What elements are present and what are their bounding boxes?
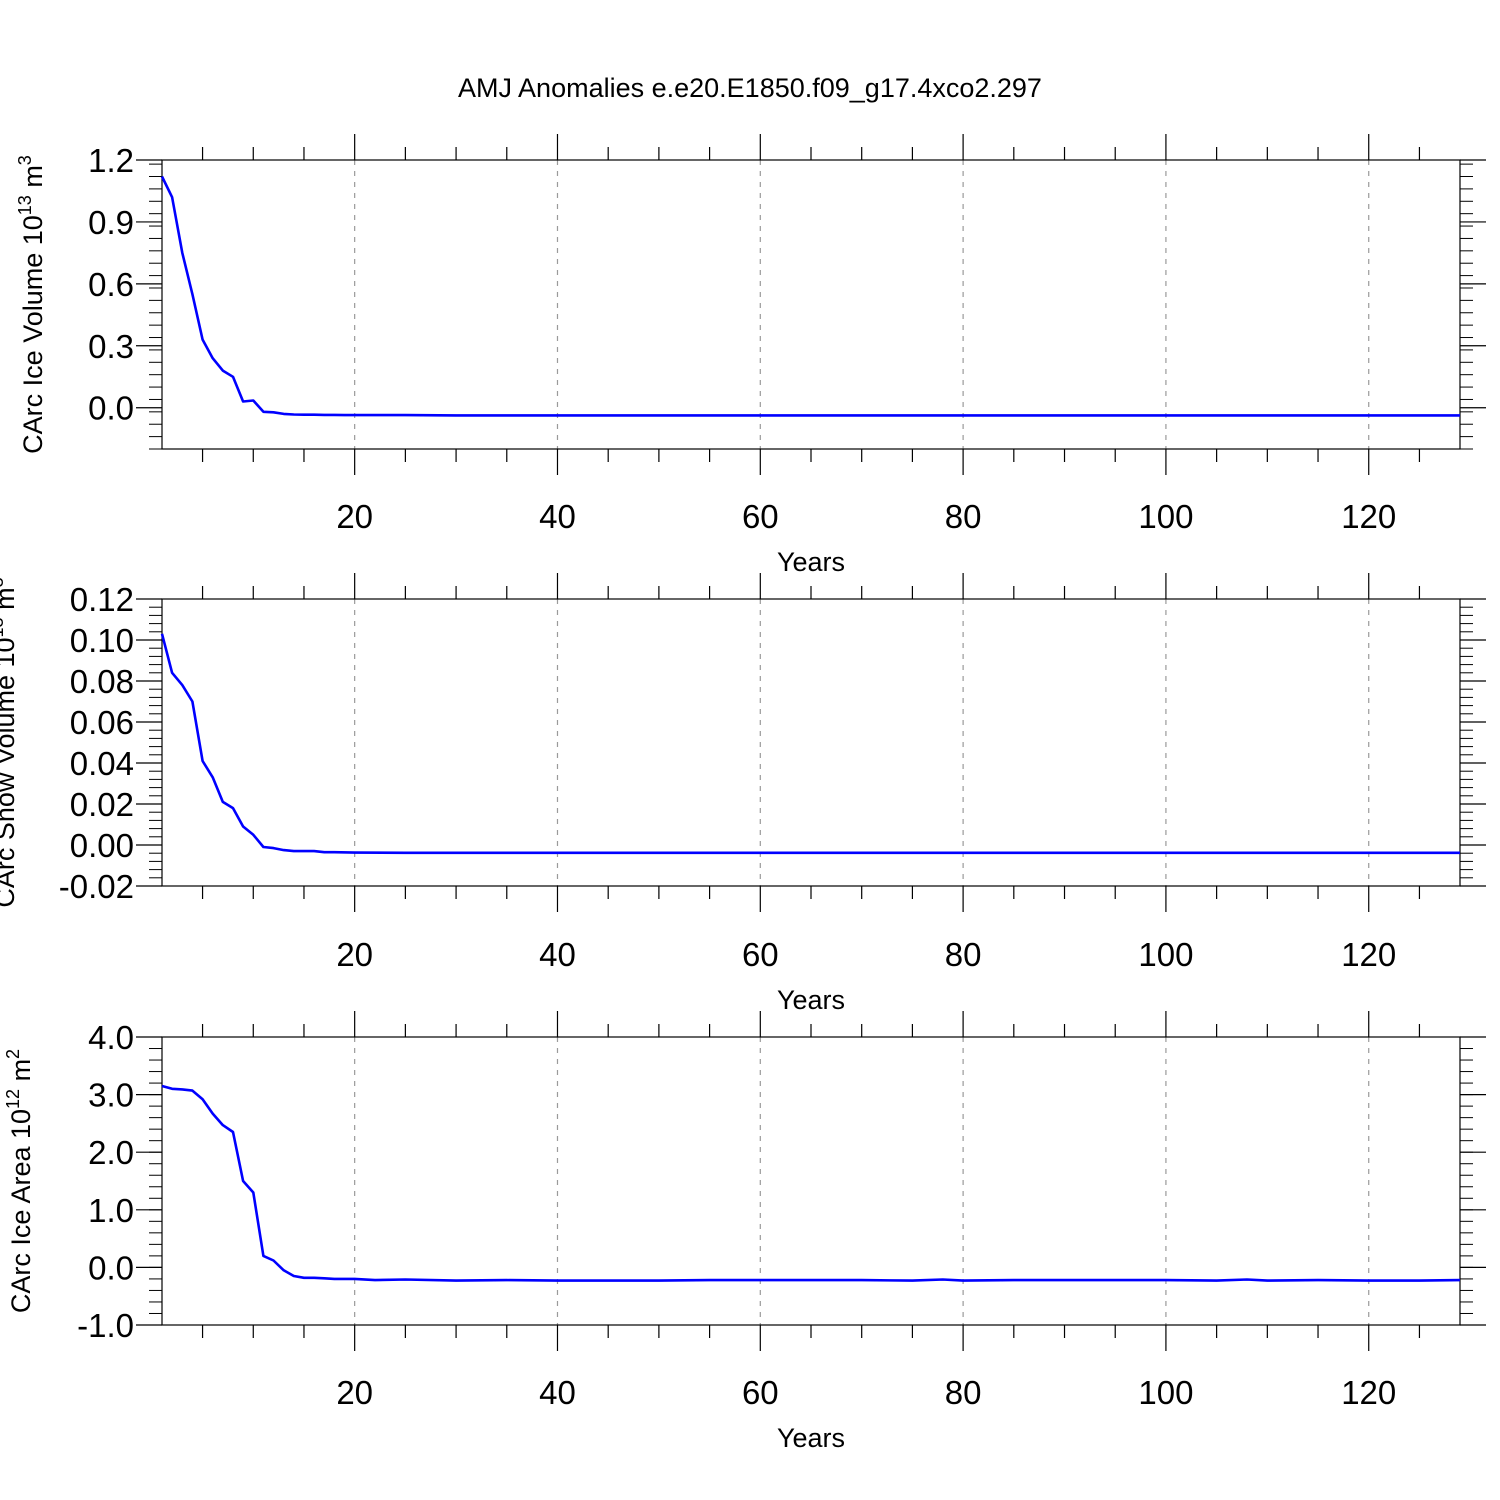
x-tick-label: 60	[742, 498, 779, 535]
chart-panel-1: 0.0 0.3 0.6 0.9 1.2 20 40 60 80 100 120 Years CArc I…	[15, 134, 1486, 577]
chart-panel-2: -0.02 0.00 0.02 0.04 0.06 0.08 0.10 0.12 20 40 60 8…	[0, 573, 1486, 1015]
x-tick-label: 60	[742, 936, 779, 973]
y-tick-label: 4.0	[88, 1019, 134, 1056]
y-axis-title-unit-exponent: 3	[0, 577, 7, 587]
y-tick-label: -1.0	[77, 1307, 134, 1344]
x-tick-label: 120	[1341, 498, 1396, 535]
x-tick-label: 120	[1341, 1374, 1396, 1411]
chart-panel-3: -1.0 0.0 1.0 2.0 3.0 4.0 20 40 60 80 100 120 Years CA…	[3, 1011, 1486, 1453]
y-axis-title-group: CArc Ice Area 1012 m2	[3, 1049, 36, 1313]
y-axis-title-group: CArc Snow Volume 1013 m3	[0, 577, 20, 907]
y-tick-label: 2.0	[88, 1134, 134, 1171]
x-axis-title: Years	[777, 547, 845, 577]
series-line	[160, 633, 1460, 855]
y-axis-title-exponent: 13	[0, 617, 7, 637]
y-axis-title-unit: m	[18, 165, 48, 195]
y-tick-label: 0.08	[70, 663, 134, 700]
y-tick-label: 0.0	[88, 390, 134, 427]
y-tick-label: 0.9	[88, 204, 134, 241]
y-axis-title-exponent: 13	[15, 195, 35, 215]
y-tick-label: 3.0	[88, 1077, 134, 1114]
x-tick-label: 80	[945, 498, 982, 535]
y-tick-label: 0.12	[70, 581, 134, 618]
y-tick-label: 0.10	[70, 622, 134, 659]
x-tick-label: 80	[945, 936, 982, 973]
y-tick-label: 0.6	[88, 266, 134, 303]
y-axis-title: CArc Ice Volume 1013 m3	[15, 155, 48, 454]
y-axis-title-unit: m	[6, 1059, 36, 1089]
plot-frame	[161, 159, 1461, 450]
y-axis-title-text: CArc Ice Area 10	[6, 1109, 36, 1313]
y-axis-title-exponent: 12	[3, 1089, 23, 1109]
chart-title: AMJ Anomalies e.e20.E1850.f09_g17.4xco2.…	[458, 73, 1042, 103]
y-axis-title-text: CArc Snow Volume 10	[0, 637, 20, 907]
x-tick-label: 120	[1341, 936, 1396, 973]
y-tick-label: 0.06	[70, 704, 134, 741]
x-tick-label: 20	[336, 1374, 373, 1411]
y-axis-title-unit-exponent: 3	[15, 155, 35, 165]
x-tick-label: 100	[1138, 498, 1193, 535]
x-tick-label: 80	[945, 1374, 982, 1411]
y-tick-label: 0.3	[88, 328, 134, 365]
y-axis-title: CArc Ice Area 1012 m2	[3, 1049, 36, 1313]
x-tick-label: 100	[1138, 936, 1193, 973]
x-tick-label: 20	[336, 936, 373, 973]
x-axis-title: Years	[777, 1423, 845, 1453]
x-tick-label: 20	[336, 498, 373, 535]
y-tick-label: 0.04	[70, 745, 134, 782]
y-tick-label: -0.02	[59, 868, 134, 905]
y-axis-title-text: CArc Ice Volume 10	[18, 215, 48, 454]
y-tick-label: 0.02	[70, 786, 134, 823]
y-axis-title-group: CArc Ice Volume 1013 m3	[15, 155, 48, 454]
y-axis-title-unit-exponent: 2	[3, 1049, 23, 1059]
x-tick-label: 60	[742, 1374, 779, 1411]
series-line	[160, 175, 1460, 417]
x-tick-label: 40	[539, 498, 576, 535]
x-tick-label: 40	[539, 1374, 576, 1411]
y-axis-title-unit: m	[0, 587, 20, 617]
x-tick-label: 40	[539, 936, 576, 973]
y-tick-label: 0.0	[88, 1249, 134, 1286]
x-tick-label: 100	[1138, 1374, 1193, 1411]
series-line	[161, 1084, 1461, 1282]
y-tick-label: 0.00	[70, 827, 134, 864]
plot-frame	[161, 1036, 1461, 1326]
plot-frame	[161, 598, 1461, 887]
y-tick-label: 1.0	[88, 1192, 134, 1229]
y-tick-label: 1.2	[88, 142, 134, 179]
y-axis-title: CArc Snow Volume 1013 m3	[0, 577, 20, 907]
x-axis-title: Years	[777, 985, 845, 1015]
